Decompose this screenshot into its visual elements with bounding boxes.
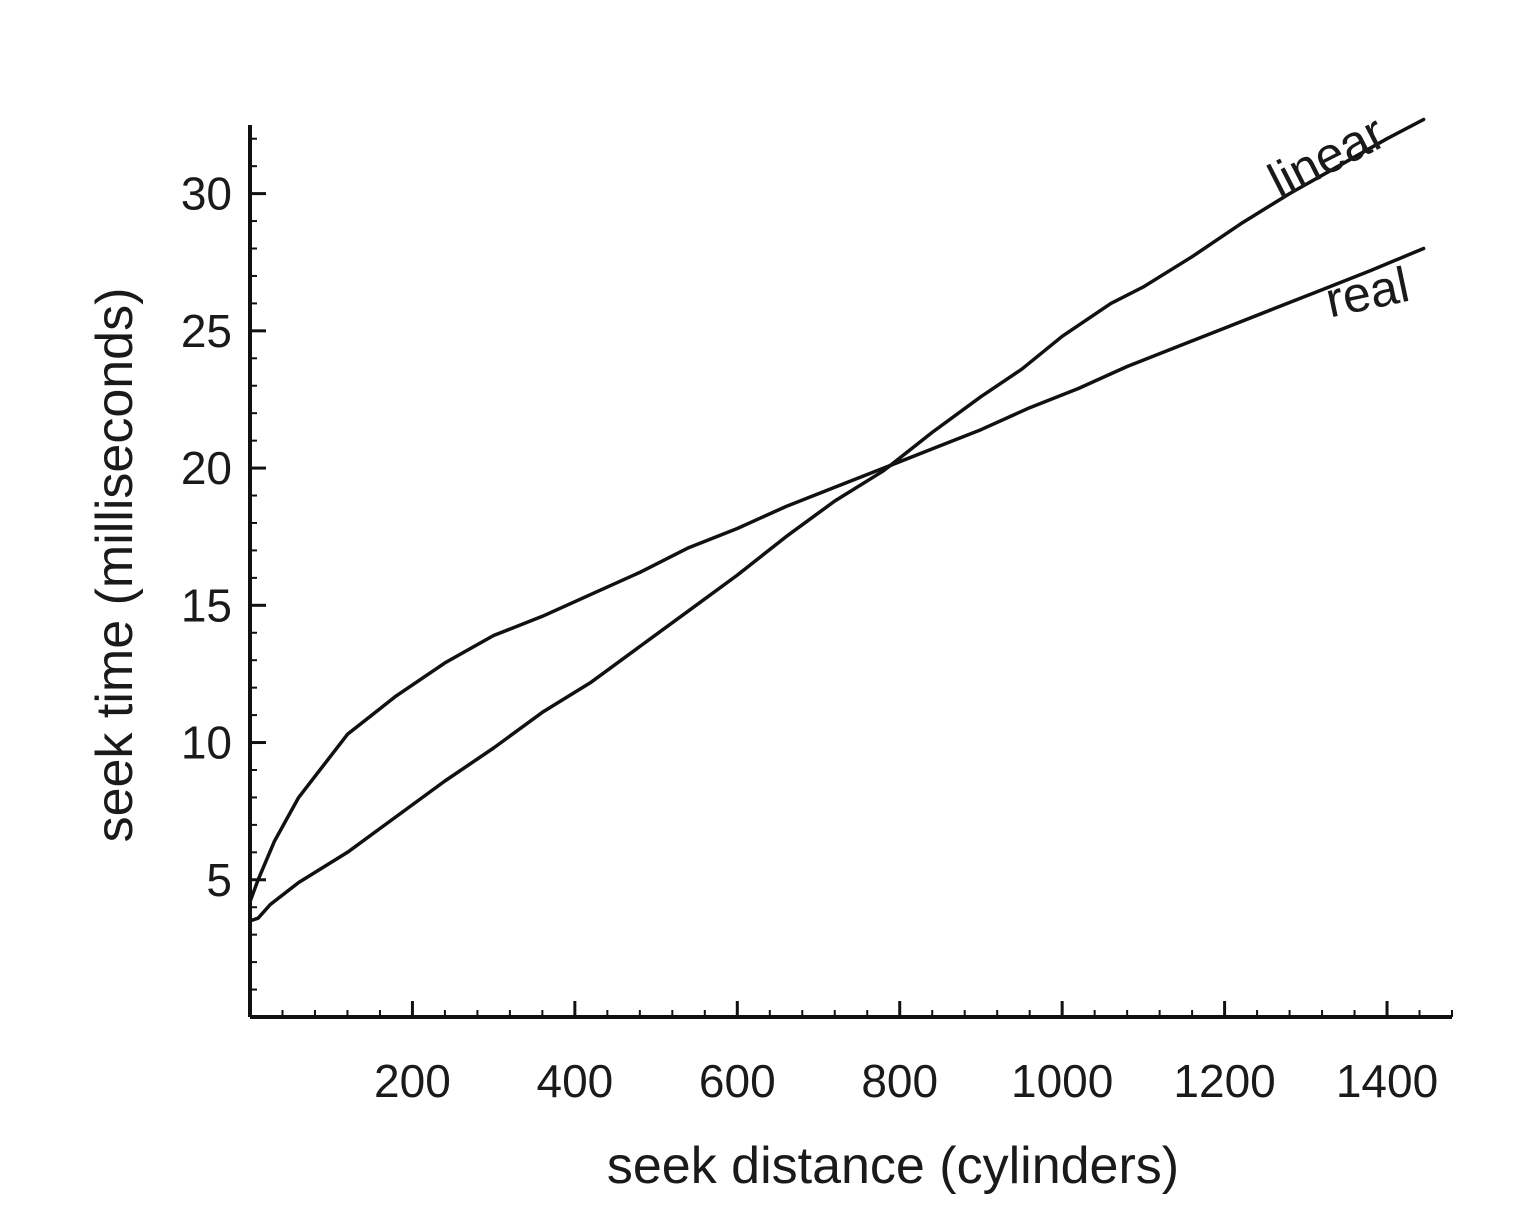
y-tick-label: 25 xyxy=(181,305,232,357)
x-tick-label: 1000 xyxy=(1011,1055,1113,1107)
x-tick-label: 1400 xyxy=(1336,1055,1438,1107)
y-tick-label: 30 xyxy=(181,168,232,220)
series-line-linear xyxy=(248,117,1426,923)
series-line-real xyxy=(248,246,1426,904)
y-axis-title: seek time (milliseconds) xyxy=(86,288,144,843)
x-tick-label: 200 xyxy=(374,1055,451,1107)
series-label-linear: linear xyxy=(1259,104,1393,209)
y-tick-label: 20 xyxy=(181,442,232,494)
x-tick-label: 400 xyxy=(536,1055,613,1107)
axes xyxy=(248,125,1452,1019)
x-tick-label: 1200 xyxy=(1173,1055,1275,1107)
x-axis-title: seek distance (cylinders) xyxy=(607,1137,1179,1195)
y-tick-label: 5 xyxy=(206,854,232,906)
y-tick-label: 15 xyxy=(181,579,232,631)
y-tick-label: 10 xyxy=(181,717,232,769)
x-tick-label: 800 xyxy=(861,1055,938,1107)
series-label-real: real xyxy=(1321,256,1414,328)
x-tick-label: 600 xyxy=(699,1055,776,1107)
x-axis-ticks: 200 400 600 800 1000 1200 1400 xyxy=(374,1001,1438,1107)
minor-ticks xyxy=(250,137,1453,1017)
series-lines xyxy=(248,117,1426,923)
y-axis-ticks: 5 10 15 20 25 30 xyxy=(181,168,266,906)
